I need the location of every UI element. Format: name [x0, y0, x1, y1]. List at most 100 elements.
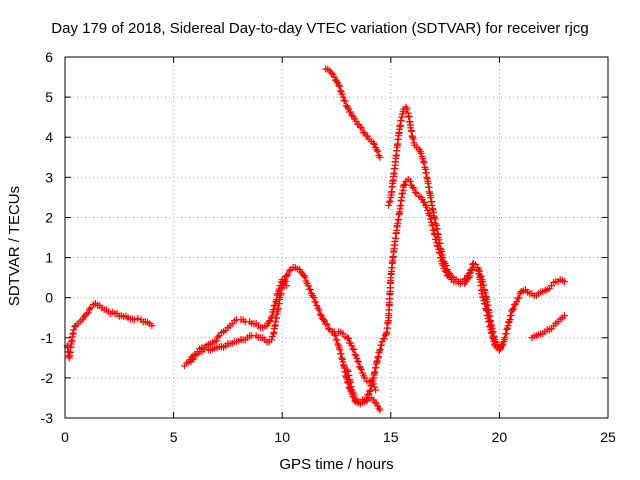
data-point-fill [468, 265, 476, 273]
data-point [398, 113, 406, 121]
data-point-fill [409, 135, 417, 143]
data-point [406, 177, 414, 185]
data-point-fill [475, 267, 483, 275]
data-point-fill [423, 203, 431, 211]
data-point-fill [376, 345, 384, 353]
x-tick-label: 5 [170, 429, 178, 445]
data-point [495, 346, 503, 354]
data-point-fill [331, 331, 339, 339]
data-point-fill [403, 105, 411, 113]
y-tick-label: 5 [45, 89, 53, 105]
data-point-fill [505, 319, 513, 327]
data-point-fill [344, 335, 352, 343]
data-point-fill [266, 317, 274, 325]
data-point [561, 278, 569, 286]
data-point-fill [349, 345, 357, 353]
data-point-fill [501, 334, 509, 342]
data-point-fill [134, 315, 142, 323]
data-point [417, 149, 425, 157]
data-point [322, 320, 330, 328]
data-point-fill [503, 326, 511, 334]
data-point [419, 157, 427, 165]
data-point-fill [84, 309, 92, 317]
data-points [63, 65, 569, 414]
data-point-fill [466, 272, 474, 280]
y-axis-label: SDTVAR / TECUs [6, 185, 23, 307]
data-point [356, 364, 364, 372]
data-point [267, 336, 275, 344]
data-point-fill [507, 311, 515, 319]
data-point-fill [492, 339, 500, 347]
data-point-fill [496, 344, 504, 352]
data-point-fill [371, 140, 379, 148]
data-point-fill [502, 330, 510, 338]
data-point [369, 139, 377, 147]
x-tick-label: 10 [274, 429, 290, 445]
y-tick-label: -3 [41, 410, 54, 426]
data-point [439, 254, 447, 262]
y-tick-label: 2 [45, 209, 53, 225]
data-point-fill [333, 336, 341, 344]
y-tick-label: 4 [45, 129, 53, 145]
data-point-fill [432, 220, 440, 228]
data-point-fill [327, 69, 335, 77]
data-point-fill [336, 346, 344, 354]
data-point-fill [214, 333, 222, 341]
data-point-fill [334, 340, 342, 348]
data-point [70, 326, 78, 334]
data-point-fill [312, 298, 320, 306]
y-tick-label: -1 [41, 330, 54, 346]
data-point-fill [341, 97, 349, 105]
data-point [491, 338, 499, 346]
data-point-fill [362, 395, 370, 403]
y-tick-label: 3 [45, 169, 53, 185]
data-point [385, 201, 393, 209]
data-point-fill [442, 262, 450, 270]
data-point-fill [351, 395, 359, 403]
data-point-fill [301, 273, 309, 281]
data-point-fill [499, 341, 507, 349]
grid-lines [65, 57, 608, 418]
x-tick-label: 20 [492, 429, 508, 445]
data-point [83, 310, 91, 318]
data-point-fill [190, 355, 198, 363]
data-point-fill [366, 386, 374, 394]
data-point-fill [479, 293, 487, 301]
x-tick-label: 15 [383, 429, 399, 445]
data-point [278, 284, 286, 292]
data-point-fill [337, 350, 345, 358]
data-point-fill [284, 271, 292, 279]
plot-frame [64, 56, 609, 419]
data-point-fill [467, 266, 475, 274]
data-point-fill [212, 337, 220, 345]
data-point-fill [506, 315, 514, 323]
data-point-fill [476, 272, 484, 280]
data-point-fill [368, 382, 376, 390]
data-point [356, 123, 364, 131]
data-point-fill [373, 146, 381, 154]
data-point [361, 396, 369, 404]
chart-title: Day 179 of 2018, Sidereal Day-to-day VTE… [51, 20, 589, 37]
data-point [283, 272, 291, 280]
data-point-fill [381, 331, 389, 339]
x-axis-label: GPS time / hours [279, 456, 394, 473]
data-point [376, 153, 384, 161]
data-point-fill [431, 215, 439, 223]
data-point-fill [351, 350, 359, 358]
data-point-fill [338, 354, 346, 362]
data-point [304, 282, 312, 290]
data-point-fill [410, 184, 418, 192]
data-point-fill [350, 346, 358, 354]
data-point-fill [280, 279, 288, 287]
data-point-fill [316, 310, 324, 318]
data-point-fill [366, 387, 374, 395]
data-point-fill [385, 198, 393, 206]
axis-ticks: 0 5 10 15 20 25 -3 -2 -1 0 1 2 3 4 5 6 [41, 49, 616, 445]
data-point-fill [355, 358, 363, 366]
data-point-fill [386, 197, 394, 205]
x-tick-label: 0 [61, 429, 69, 445]
data-point-fill [315, 306, 323, 314]
data-point [561, 312, 569, 320]
data-point [374, 354, 382, 362]
